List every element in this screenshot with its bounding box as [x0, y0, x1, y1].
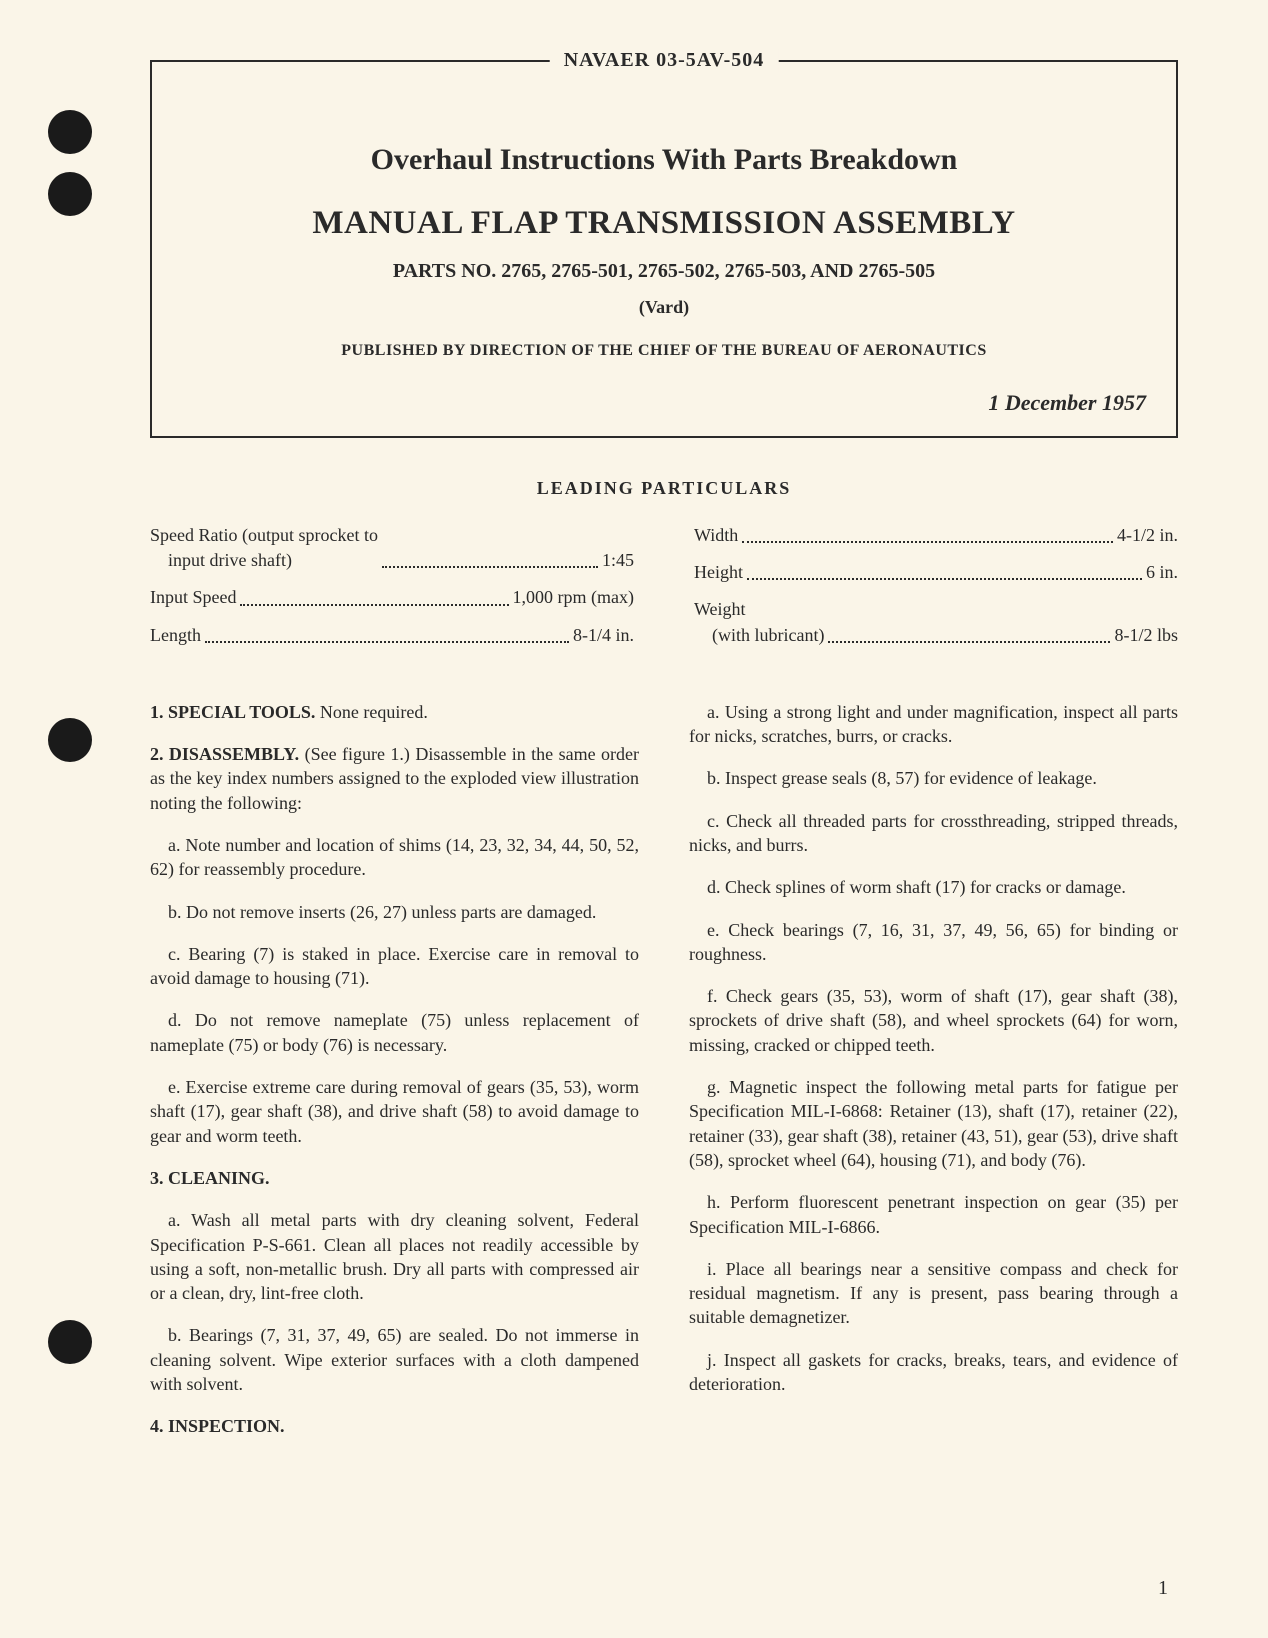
- manufacturer: (Vard): [182, 297, 1146, 318]
- paragraph: 1. SPECIAL TOOLS. None required.: [150, 700, 639, 724]
- spec-label: Length: [150, 623, 201, 648]
- spec-label: Height: [694, 560, 743, 585]
- punch-hole-icon: [48, 1320, 92, 1364]
- spec-value: 1,000 rpm (max): [513, 585, 634, 610]
- paragraph-heading: 1. SPECIAL TOOLS.: [150, 702, 315, 722]
- sub-paragraph: g. Magnetic inspect the following metal …: [689, 1075, 1178, 1172]
- spec-label: Width: [694, 523, 738, 548]
- leader-dots: [382, 566, 598, 568]
- assembly-title: MANUAL FLAP TRANSMISSION ASSEMBLY: [182, 205, 1146, 242]
- body-text: 1. SPECIAL TOOLS. None required. 2. DISAS…: [150, 700, 1178, 1457]
- body-right-column: a. Using a strong light and under magnif…: [689, 700, 1178, 1457]
- document-page: NAVAER 03-5AV-504 Overhaul Instructions …: [0, 0, 1268, 1638]
- body-left-column: 1. SPECIAL TOOLS. None required. 2. DISAS…: [150, 700, 639, 1457]
- sub-paragraph: e. Check bearings (7, 16, 31, 37, 49, 56…: [689, 918, 1178, 967]
- spec-label: Weight (with lubricant): [694, 597, 824, 647]
- particulars-left-column: Speed Ratio (output sprocket to input dr…: [150, 523, 634, 660]
- sub-paragraph: e. Exercise extreme care during removal …: [150, 1075, 639, 1148]
- spec-value: 8-1/4 in.: [573, 623, 634, 648]
- spec-row: Height 6 in.: [694, 560, 1178, 585]
- sub-paragraph: a. Note number and location of shims (14…: [150, 833, 639, 882]
- punch-hole-icon: [48, 110, 92, 154]
- particulars-right-column: Width 4-1/2 in. Height 6 in. Weight (with lu…: [694, 523, 1178, 660]
- sub-paragraph: i. Place all bearings near a sensitive c…: [689, 1257, 1178, 1330]
- leader-dots: [240, 604, 508, 606]
- paragraph-text: None required.: [315, 702, 427, 722]
- sub-paragraph: j. Inspect all gaskets for cracks, break…: [689, 1348, 1178, 1397]
- paragraph: 3. CLEANING.: [150, 1166, 639, 1190]
- punch-hole-icon: [48, 718, 92, 762]
- spec-value: 8-1/2 lbs: [1114, 623, 1178, 648]
- parts-number-line: PARTS NO. 2765, 2765-501, 2765-502, 2765…: [182, 260, 1146, 283]
- sub-paragraph: f. Check gears (35, 53), worm of shaft (…: [689, 984, 1178, 1057]
- paragraph: 4. INSPECTION.: [150, 1414, 639, 1438]
- spec-value: 4-1/2 in.: [1117, 523, 1178, 548]
- paragraph-heading: 4. INSPECTION.: [150, 1416, 285, 1436]
- spec-row: Weight (with lubricant) 8-1/2 lbs: [694, 597, 1178, 647]
- spec-label: Input Speed: [150, 585, 236, 610]
- spec-row: Length 8-1/4 in.: [150, 623, 634, 648]
- document-number: NAVAER 03-5AV-504: [550, 49, 779, 72]
- spec-row: Width 4-1/2 in.: [694, 523, 1178, 548]
- spec-label: Speed Ratio (output sprocket to input dr…: [150, 523, 378, 573]
- sub-paragraph: b. Inspect grease seals (8, 57) for evid…: [689, 766, 1178, 790]
- leading-particulars-heading: LEADING PARTICULARS: [150, 478, 1178, 499]
- sub-paragraph: b. Do not remove inserts (26, 27) unless…: [150, 900, 639, 924]
- leader-dots: [205, 641, 569, 643]
- spec-value: 1:45: [602, 548, 634, 573]
- title-block: NAVAER 03-5AV-504 Overhaul Instructions …: [150, 60, 1178, 438]
- sub-paragraph: a. Wash all metal parts with dry cleanin…: [150, 1208, 639, 1305]
- publication-date: 1 December 1957: [182, 390, 1146, 416]
- leader-dots: [747, 578, 1142, 580]
- publisher-line: PUBLISHED BY DIRECTION OF THE CHIEF OF T…: [182, 342, 1146, 360]
- leader-dots: [742, 541, 1113, 543]
- sub-paragraph: b. Bearings (7, 31, 37, 49, 65) are seal…: [150, 1323, 639, 1396]
- sub-paragraph: d. Check splines of worm shaft (17) for …: [689, 875, 1178, 899]
- spec-value: 6 in.: [1146, 560, 1178, 585]
- paragraph: 2. DISASSEMBLY. (See figure 1.) Disassem…: [150, 742, 639, 815]
- spec-row: Speed Ratio (output sprocket to input dr…: [150, 523, 634, 573]
- paragraph-heading: 3. CLEANING.: [150, 1168, 270, 1188]
- punch-hole-icon: [48, 172, 92, 216]
- paragraph-heading: 2. DISASSEMBLY.: [150, 744, 299, 764]
- document-title: Overhaul Instructions With Parts Breakdo…: [182, 143, 1146, 177]
- leading-particulars: Speed Ratio (output sprocket to input dr…: [150, 523, 1178, 660]
- leader-dots: [828, 641, 1110, 643]
- sub-paragraph: a. Using a strong light and under magnif…: [689, 700, 1178, 749]
- sub-paragraph: d. Do not remove nameplate (75) unless r…: [150, 1008, 639, 1057]
- sub-paragraph: c. Check all threaded parts for crossthr…: [689, 809, 1178, 858]
- sub-paragraph: h. Perform fluorescent penetrant inspect…: [689, 1190, 1178, 1239]
- sub-paragraph: c. Bearing (7) is staked in place. Exerc…: [150, 942, 639, 991]
- page-number: 1: [1158, 1577, 1168, 1600]
- spec-row: Input Speed 1,000 rpm (max): [150, 585, 634, 610]
